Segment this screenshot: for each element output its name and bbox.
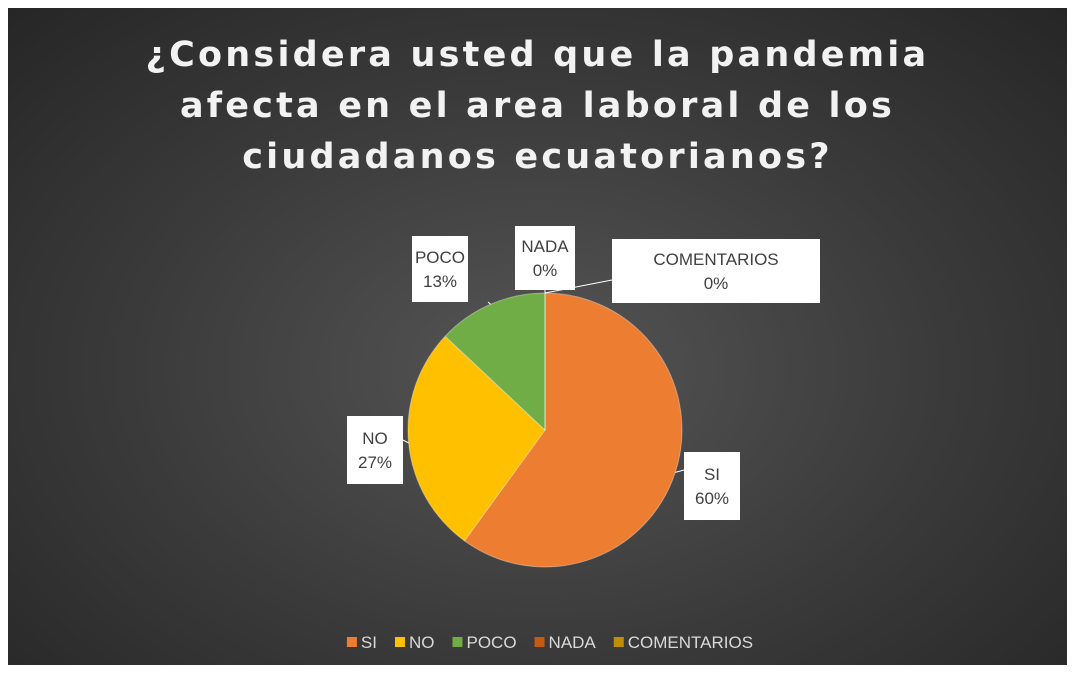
legend-label: NO	[409, 633, 435, 652]
legend-swatch	[394, 637, 405, 647]
legend-swatch	[613, 637, 624, 647]
leader-line	[487, 301, 491, 305]
leader-line	[675, 469, 685, 473]
legend-label: NADA	[549, 633, 597, 652]
legend-label: POCO	[466, 633, 516, 652]
data-label-value: 0%	[533, 261, 558, 280]
leader-line	[544, 279, 613, 294]
data-label-category: NO	[362, 429, 388, 448]
data-label-value: 13%	[423, 272, 457, 291]
legend-swatch	[452, 637, 463, 647]
legend-swatch	[534, 637, 545, 647]
legend-swatch	[346, 637, 357, 647]
data-label-box	[612, 239, 820, 303]
legend-label: COMENTARIOS	[628, 633, 753, 652]
data-label-box	[684, 452, 740, 520]
legend: SI NO POCO NADA COMENTARIOS	[346, 633, 753, 652]
data-label-category: COMENTARIOS	[653, 250, 778, 269]
data-label-value: 0%	[704, 274, 729, 293]
data-label-category: SI	[704, 465, 720, 484]
data-label-value: 27%	[358, 453, 392, 472]
chart-title: ¿Considera usted que la pandemia afecta …	[145, 35, 930, 177]
data-label-box	[515, 226, 575, 290]
legend-label: SI	[361, 633, 377, 652]
data-label-category: NADA	[521, 237, 569, 256]
leader-line	[402, 439, 409, 444]
data-label-box	[347, 416, 403, 484]
data-label-value: 60%	[695, 489, 729, 508]
data-label-box	[412, 236, 468, 302]
data-label-category: POCO	[415, 248, 465, 267]
pie-slice	[463, 292, 683, 568]
